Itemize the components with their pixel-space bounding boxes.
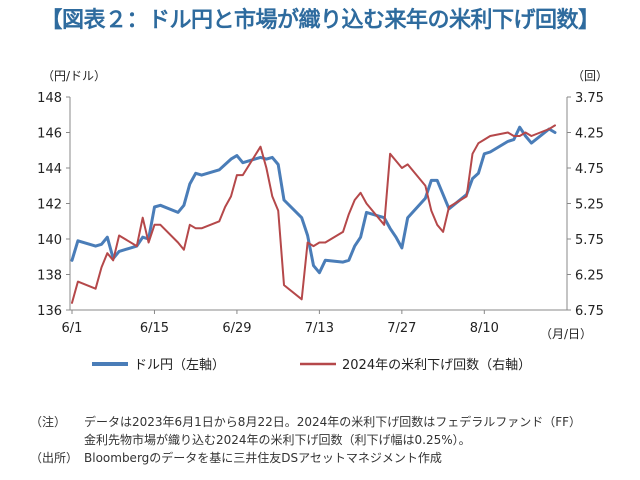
note-text: Bloombergのデータを基に三井住友DSアセットマネジメント作成 <box>84 451 442 465</box>
notes: （注） データは2023年6月1日から8月22日。2024年の米利下げ回数はフェ… <box>30 413 630 467</box>
right-tick-label: 6.75 <box>575 304 604 319</box>
right-tick-label: 4.75 <box>575 162 604 177</box>
right-tick-label: 6.25 <box>575 269 604 284</box>
note-row: （出所） Bloombergのデータを基に三井住友DSアセットマネジメント作成 <box>30 449 630 467</box>
note-key <box>30 431 84 449</box>
left-tick-label: 142 <box>37 198 62 213</box>
left-tick-label: 144 <box>37 162 62 177</box>
note-text: 金利先物市場が織り込む2024年の米利下げ回数（利下げ幅は0.25%）。 <box>84 433 471 447</box>
x-tick-label: 7/27 <box>387 321 416 336</box>
left-tick-label: 148 <box>37 91 62 106</box>
right-tick-label: 3.75 <box>575 91 604 106</box>
left-tick-label: 138 <box>37 269 62 284</box>
x-tick-label: 8/10 <box>470 321 499 336</box>
right-ticks: 3.75 4.25 4.75 5.25 5.75 6.25 6.75 <box>567 91 604 319</box>
right-tick-label: 5.75 <box>575 233 604 248</box>
x-ticks: 6/1 6/15 6/29 7/13 7/27 8/10 <box>62 310 499 336</box>
left-tick-label: 146 <box>37 127 62 142</box>
left-tick-label: 140 <box>37 233 62 248</box>
right-axis-unit: （回） <box>572 69 608 83</box>
left-ticks: 148 146 144 142 140 138 136 <box>37 91 70 319</box>
chart-title: 【図表２：ドル円と市場が織り込む来年の米利下げ回数】 <box>40 8 600 33</box>
axes <box>69 97 568 311</box>
left-axis-unit: （円/ドル） <box>42 69 106 83</box>
legend: ドル円（左軸） 2024年の米利下げ回数（右軸） <box>92 358 531 373</box>
note-row: 金利先物市場が織り込む2024年の米利下げ回数（利下げ幅は0.25%）。 <box>30 431 630 449</box>
usdjpy-series-line <box>70 125 557 275</box>
legend-label: 2024年の米利下げ回数（右軸） <box>342 358 531 373</box>
x-tick-label: 6/15 <box>140 321 169 336</box>
note-key: （注） <box>30 415 67 429</box>
right-tick-label: 5.25 <box>575 198 604 213</box>
left-tick-label: 136 <box>37 304 62 319</box>
right-tick-label: 4.25 <box>575 127 604 142</box>
note-row: （注） データは2023年6月1日から8月22日。2024年の米利下げ回数はフェ… <box>30 413 630 431</box>
note-key: （出所） <box>30 451 79 465</box>
legend-label: ドル円（左軸） <box>134 358 225 373</box>
x-tick-label: 6/1 <box>62 321 83 336</box>
x-axis-unit: （月/日） <box>540 327 592 341</box>
x-tick-label: 7/13 <box>305 321 334 336</box>
note-text: データは2023年6月1日から8月22日。2024年の米利下げ回数はフェデラルフ… <box>84 415 582 429</box>
series-group <box>70 124 557 304</box>
x-tick-label: 6/29 <box>222 321 251 336</box>
rate-cut-series-line <box>71 124 556 304</box>
